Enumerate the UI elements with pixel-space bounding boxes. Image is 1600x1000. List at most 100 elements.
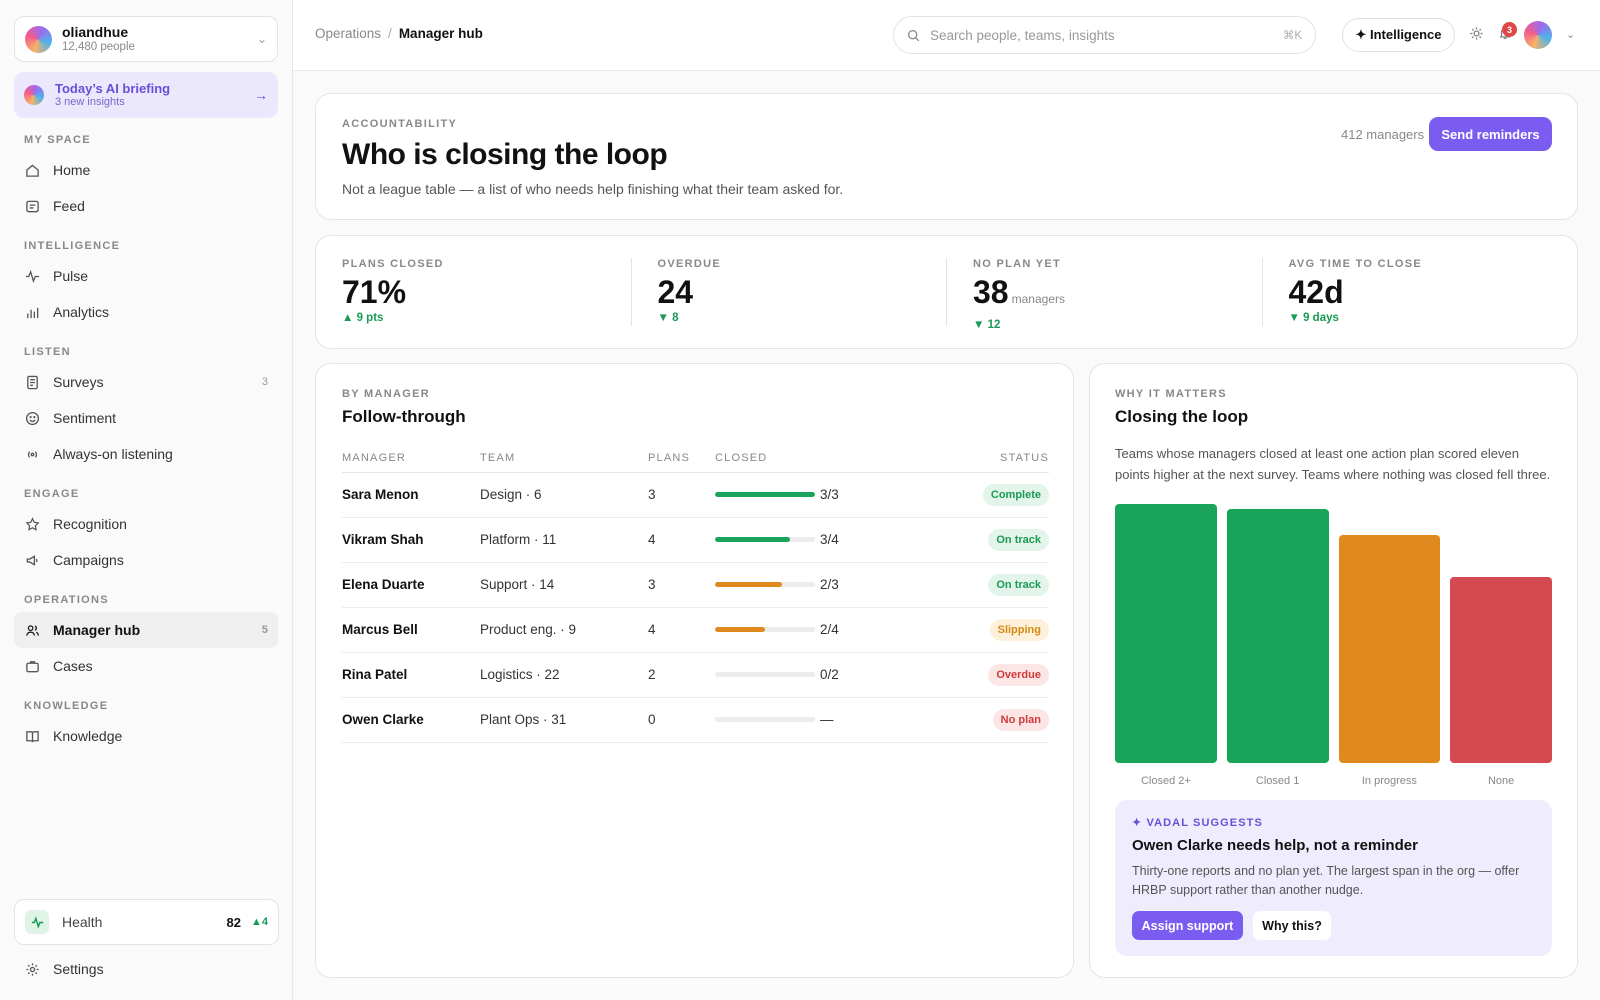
column-header-manager[interactable]: MANAGER <box>342 444 480 473</box>
org-switcher[interactable]: oliandhue 12,480 people ⌄ <box>14 16 278 62</box>
table-row[interactable]: Marcus Bell Product eng. · 9 4 2/4 Slipping <box>342 607 1049 653</box>
plans-count: 4 <box>648 607 715 653</box>
suggest-title: Owen Clarke needs help, not a reminder <box>1132 837 1418 854</box>
chart-category-label: Closed 1 <box>1255 775 1300 787</box>
why-body: Teams whose managers closed at least one… <box>1115 446 1551 482</box>
assign-support-button[interactable]: Assign support <box>1132 911 1243 940</box>
stat-value: 38 <box>973 274 1009 310</box>
table-row[interactable]: Rina Patel Logistics · 22 2 0/2 Overdue <box>342 652 1049 698</box>
stat-label: PLANS CLOSED <box>342 258 444 270</box>
follow-eyebrow: BY MANAGER <box>342 388 430 400</box>
sidebar-item-home[interactable]: Home <box>14 152 278 188</box>
follow-through-card: BY MANAGER Follow-through MANAGER TEAM P… <box>315 363 1074 978</box>
section-knowledge: KNOWLEDGE <box>24 700 109 712</box>
health-widget[interactable]: Health 82 ▲4 <box>14 899 279 945</box>
org-people-count: 12,480 people <box>62 41 135 53</box>
stat-delta: ▼ 12 <box>973 319 1001 331</box>
plans-count: 3 <box>648 562 715 608</box>
manager-name[interactable]: Vikram Shah <box>342 517 480 563</box>
sidebar: oliandhue 12,480 people ⌄ Today’s AI bri… <box>0 0 293 1000</box>
manager-name[interactable]: Owen Clarke <box>342 697 480 743</box>
user-avatar[interactable] <box>1524 21 1552 49</box>
manager-name[interactable]: Sara Menon <box>342 472 480 518</box>
smile-icon <box>24 410 40 426</box>
table-row[interactable]: Sara Menon Design · 6 3 3/3 Complete <box>342 472 1049 518</box>
section-engage: ENGAGE <box>24 488 80 500</box>
ai-briefing-button[interactable]: Today’s AI briefing 3 new insights → <box>14 72 278 118</box>
status-badge: Overdue <box>988 663 1049 686</box>
table-row[interactable]: Elena Duarte Support · 14 3 2/3 On track <box>342 562 1049 608</box>
status-badge: On track <box>988 573 1049 596</box>
closing-loop-bar-chart: Closed 2+ Closed 1 In progress None <box>1115 504 1552 787</box>
sidebar-item-always-on-listening[interactable]: Always-on listening <box>14 436 278 472</box>
closed-count: 3/4 <box>820 532 839 547</box>
sidebar-item-pulse[interactable]: Pulse <box>14 258 278 294</box>
search-input[interactable]: Search people, teams, insights ⌘K <box>893 16 1316 54</box>
sidebar-item-knowledge[interactable]: Knowledge <box>14 718 278 754</box>
team-name: Design · 6 <box>480 472 648 518</box>
sidebar-item-label: Recognition <box>53 516 127 532</box>
chart-bar <box>1226 509 1329 763</box>
column-header-plans[interactable]: PLANS <box>648 444 715 473</box>
chevron-down-icon[interactable]: ⌄ <box>1566 29 1576 41</box>
why-this-button[interactable]: Why this? <box>1253 911 1331 940</box>
stat-avg-time-to-close: AVG TIME TO CLOSE 42d ▼ 9 days <box>1261 258 1578 326</box>
closed-count: 3/3 <box>820 487 839 502</box>
closed-progress-bar <box>715 672 815 677</box>
chart-bar <box>1115 504 1217 763</box>
closed-progress-fill <box>715 582 782 587</box>
manager-name[interactable]: Elena Duarte <box>342 562 480 608</box>
chart-category-label: In progress <box>1361 775 1417 787</box>
sidebar-item-settings[interactable]: Settings <box>14 951 279 987</box>
intelligence-button[interactable]: ✦ Intelligence <box>1342 18 1455 52</box>
briefing-subtitle: 3 new insights <box>55 96 125 108</box>
sidebar-item-sentiment[interactable]: Sentiment <box>14 400 278 436</box>
stat-label: NO PLAN YET <box>973 258 1062 270</box>
stat-no-plan-yet: NO PLAN YET 38 managers ▼ 12 <box>946 258 1262 331</box>
search-placeholder: Search people, teams, insights <box>930 27 1115 43</box>
manager-name[interactable]: Marcus Bell <box>342 607 480 653</box>
sidebar-item-label: Manager hub <box>53 622 141 638</box>
sidebar-item-analytics[interactable]: Analytics <box>14 294 278 330</box>
chart-category-label: Closed 2+ <box>1140 775 1191 787</box>
star-icon <box>24 516 40 532</box>
column-header-team[interactable]: TEAM <box>480 444 648 473</box>
page-title: Who is closing the loop <box>342 138 668 171</box>
sidebar-item-surveys[interactable]: Surveys 3 <box>14 364 278 400</box>
notification-badge: 3 <box>1502 22 1517 37</box>
closed-progress-bar <box>715 717 815 722</box>
sidebar-item-label: Settings <box>53 961 104 977</box>
closed-progress-bar <box>715 492 815 497</box>
table-row[interactable]: Vikram Shah Platform · 11 4 3/4 On track <box>342 517 1049 563</box>
sidebar-item-recognition[interactable]: Recognition <box>14 506 278 542</box>
closed-progress-fill <box>715 492 815 497</box>
team-name: Support · 14 <box>480 562 648 608</box>
section-intelligence: INTELLIGENCE <box>24 240 121 252</box>
send-reminders-button[interactable]: Send reminders <box>1429 117 1552 151</box>
sun-icon[interactable] <box>1469 26 1484 44</box>
users-icon <box>24 622 40 638</box>
breadcrumb-parent[interactable]: Operations <box>315 26 382 41</box>
sidebar-item-label: Campaigns <box>53 552 124 568</box>
hero-card: ACCOUNTABILITY Who is closing the loop N… <box>315 93 1578 220</box>
team-name: Platform · 11 <box>480 517 648 563</box>
sidebar-item-manager-hub[interactable]: Manager hub 5 <box>14 612 278 648</box>
manager-name[interactable]: Rina Patel <box>342 652 480 698</box>
stat-value: 71% <box>342 274 407 310</box>
briefing-title: Today’s AI briefing <box>55 81 171 96</box>
table-row[interactable]: Owen Clarke Plant Ops · 31 0 — No plan <box>342 697 1049 743</box>
sidebar-item-campaigns[interactable]: Campaigns <box>14 542 278 578</box>
status-badge: Slipping <box>989 618 1049 641</box>
sidebar-item-cases[interactable]: Cases <box>14 648 278 684</box>
surveys-count: 3 <box>261 376 268 388</box>
column-header-closed[interactable]: CLOSED <box>715 444 915 473</box>
column-header-status[interactable]: STATUS <box>915 444 1049 473</box>
chart-bar <box>1450 576 1552 763</box>
megaphone-icon <box>24 552 40 568</box>
stat-label: AVG TIME TO CLOSE <box>1288 258 1423 270</box>
stat-label: OVERDUE <box>657 258 721 270</box>
managers-count: 412 managers <box>1341 127 1425 142</box>
sidebar-item-label: Always-on listening <box>53 446 173 462</box>
survey-icon <box>24 374 40 390</box>
sidebar-item-feed[interactable]: Feed <box>14 188 278 224</box>
